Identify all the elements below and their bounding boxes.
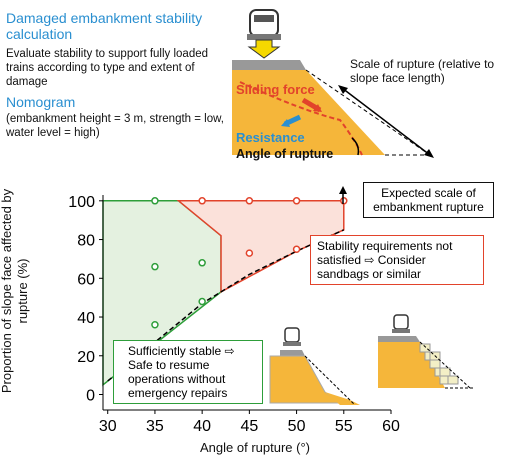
unstable-box: Stability requirements not satisfied ⇨ C… [310,235,484,285]
subheading: Nomogram [6,94,76,110]
collapsed-illustration [269,327,360,406]
heading: Damaged embankment stability calculation [6,10,203,42]
point [198,197,206,205]
x-tick-label: 30 [99,418,117,435]
point [340,197,348,205]
scale-label: Scale of rupture (relative to slope face… [350,57,495,85]
x-tick-label: 35 [146,418,164,435]
point [292,245,301,253]
sandbag-illustration [378,314,475,389]
y-tick-label: 80 [77,233,95,250]
x-tick-label: 45 [240,418,258,435]
point [198,259,206,267]
embankment-illustration [232,9,434,158]
point [151,197,159,205]
x-tick-label: 50 [288,418,306,435]
stable-box: Sufficiently stable ⇨ Safe to resume ope… [113,340,263,404]
point [151,262,159,271]
plot: 0 20 40 60 80 100 30 35 40 45 50 55 60 [68,186,400,435]
expected-box: Expected scale of embankment rupture [363,182,494,218]
point [292,197,301,205]
y-tick-label: 0 [86,388,95,405]
resistance-label: Resistance [236,130,305,145]
point [245,249,254,257]
sliding-label: Sliding force [236,82,315,97]
boundary-line [107,229,345,382]
x-axis-label: Angle of rupture (°) [200,440,310,455]
scale-arrow-head [339,186,347,194]
x-tick-label: 55 [335,418,353,435]
y-tick-label: 60 [77,271,95,288]
x-tick-label: 40 [193,418,211,435]
conditions: (embankment height = 3 m, strength = low… [6,113,224,139]
y-axis-label: Proportion of slope face affected by rup… [0,188,30,394]
x-tick-label: 60 [382,418,400,435]
y-tick-label: 100 [68,194,95,211]
point [245,197,254,205]
point [198,297,206,306]
point [151,321,159,329]
description: Evaluate stability to support fully load… [6,48,209,88]
angle-label: Angle of rupture [236,147,334,161]
y-tick-label: 20 [77,349,95,366]
y-tick-label: 40 [77,310,95,327]
